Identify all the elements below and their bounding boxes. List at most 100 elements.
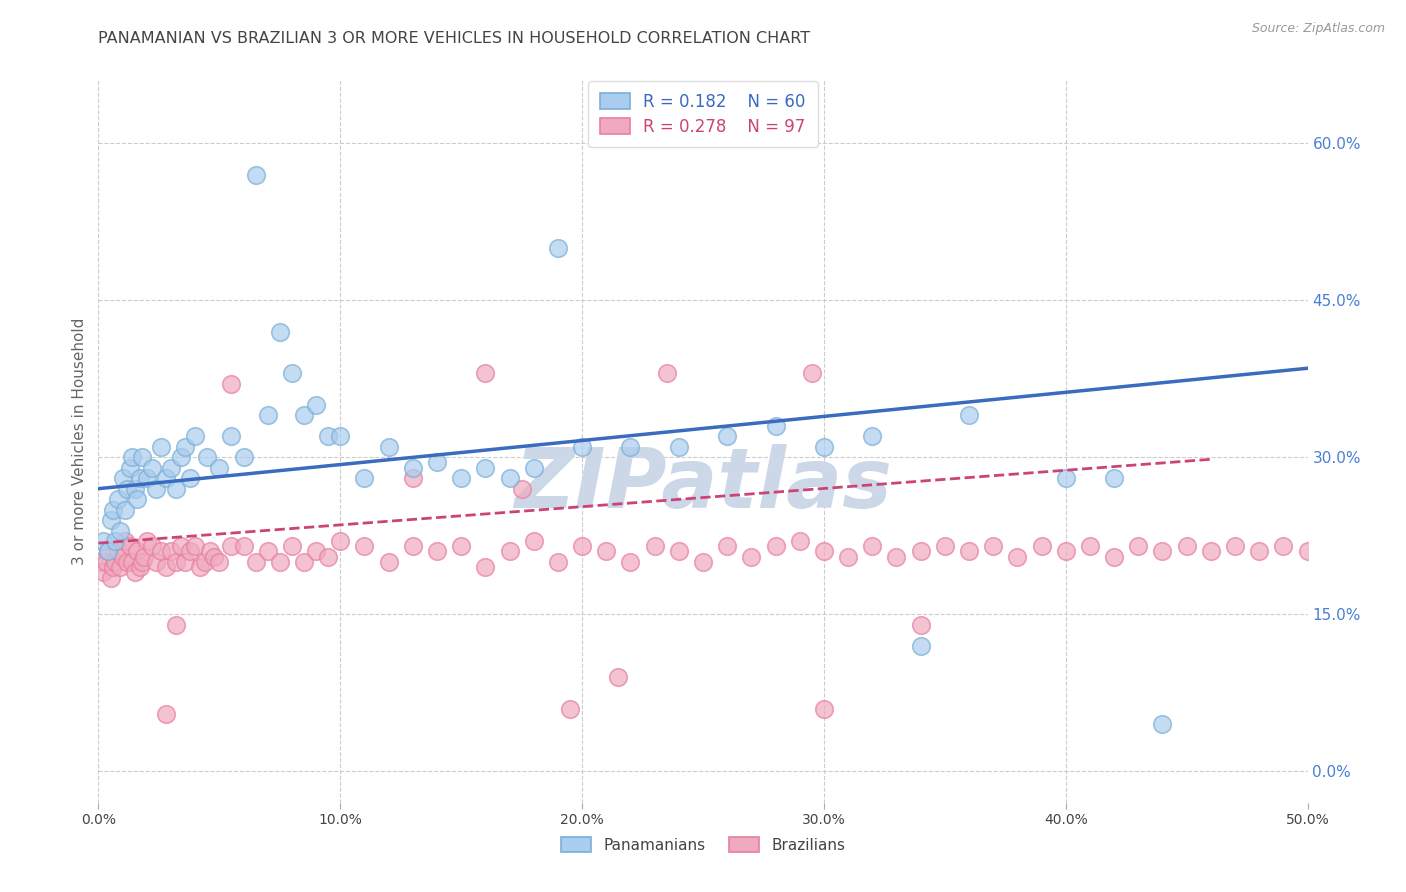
Point — [957, 409, 980, 423]
Point — [155, 471, 177, 485]
Point — [377, 555, 399, 569]
Point — [668, 544, 690, 558]
Point — [329, 429, 352, 443]
Point — [221, 376, 243, 391]
Point — [426, 544, 449, 558]
Point — [1175, 539, 1198, 553]
Point — [692, 555, 714, 569]
Point — [813, 701, 835, 715]
Point — [716, 539, 738, 553]
Point — [305, 544, 328, 558]
Point — [128, 471, 150, 485]
Point — [523, 460, 546, 475]
Point — [169, 450, 191, 465]
Point — [765, 418, 787, 433]
Point — [498, 471, 520, 485]
Point — [108, 560, 131, 574]
Point — [128, 560, 150, 574]
Point — [108, 524, 131, 538]
Point — [245, 168, 267, 182]
Point — [281, 539, 304, 553]
Point — [150, 440, 173, 454]
Point — [141, 539, 163, 553]
Point — [127, 492, 149, 507]
Point — [194, 555, 217, 569]
Point — [135, 534, 157, 549]
Point — [619, 555, 641, 569]
Point — [94, 555, 117, 569]
Point — [1054, 544, 1077, 558]
Point — [114, 534, 136, 549]
Point — [498, 544, 520, 558]
Point — [1249, 544, 1271, 558]
Point — [91, 566, 114, 580]
Legend: Panamanians, Brazilians: Panamanians, Brazilians — [553, 830, 853, 860]
Point — [474, 367, 496, 381]
Point — [292, 555, 315, 569]
Point — [104, 555, 127, 569]
Point — [100, 513, 122, 527]
Point — [910, 544, 932, 558]
Point — [558, 701, 581, 715]
Point — [1296, 544, 1319, 558]
Point — [124, 482, 146, 496]
Point — [644, 539, 666, 553]
Point — [316, 549, 339, 564]
Point — [150, 544, 173, 558]
Point — [198, 544, 221, 558]
Point — [547, 241, 569, 255]
Point — [107, 492, 129, 507]
Point — [111, 549, 134, 564]
Text: PANAMANIAN VS BRAZILIAN 3 OR MORE VEHICLES IN HOUSEHOLD CORRELATION CHART: PANAMANIAN VS BRAZILIAN 3 OR MORE VEHICL… — [98, 31, 810, 46]
Point — [281, 367, 304, 381]
Point — [118, 539, 141, 553]
Point — [1128, 539, 1150, 553]
Point — [269, 555, 291, 569]
Point — [837, 549, 859, 564]
Point — [402, 460, 425, 475]
Point — [813, 440, 835, 454]
Point — [208, 555, 231, 569]
Point — [886, 549, 908, 564]
Y-axis label: 3 or more Vehicles in Household: 3 or more Vehicles in Household — [72, 318, 87, 566]
Point — [1031, 539, 1053, 553]
Point — [716, 429, 738, 443]
Point — [789, 534, 811, 549]
Point — [165, 555, 187, 569]
Point — [571, 440, 593, 454]
Point — [90, 555, 112, 569]
Point — [184, 539, 207, 553]
Point — [91, 534, 114, 549]
Point — [353, 539, 375, 553]
Point — [256, 544, 278, 558]
Point — [101, 502, 124, 516]
Point — [134, 549, 156, 564]
Point — [124, 566, 146, 580]
Point — [1078, 539, 1101, 553]
Point — [655, 367, 678, 381]
Point — [1272, 539, 1295, 553]
Point — [353, 471, 375, 485]
Point — [232, 450, 254, 465]
Point — [184, 429, 207, 443]
Point — [160, 460, 183, 475]
Point — [910, 639, 932, 653]
Point — [100, 571, 122, 585]
Point — [619, 440, 641, 454]
Point — [450, 471, 472, 485]
Point — [426, 455, 449, 469]
Point — [292, 409, 315, 423]
Point — [121, 450, 143, 465]
Point — [208, 460, 231, 475]
Point — [117, 555, 139, 569]
Point — [547, 555, 569, 569]
Point — [934, 539, 956, 553]
Point — [1007, 549, 1029, 564]
Point — [195, 450, 218, 465]
Point — [165, 617, 187, 632]
Point — [141, 460, 163, 475]
Point — [104, 534, 127, 549]
Point — [316, 429, 339, 443]
Point — [305, 398, 328, 412]
Point — [800, 367, 823, 381]
